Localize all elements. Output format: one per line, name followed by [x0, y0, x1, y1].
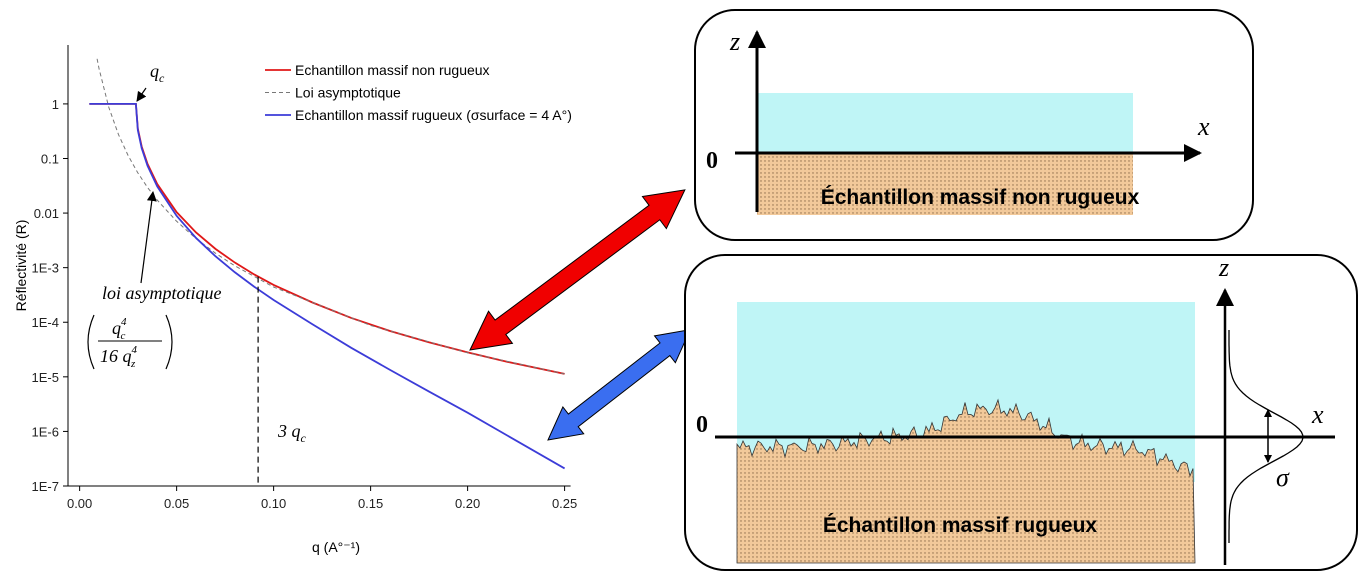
- z-label: z: [729, 27, 740, 56]
- sample-label: Échantillon massif non rugueux: [821, 186, 1140, 209]
- y-tick-label: 1E-7: [32, 479, 59, 494]
- x-label: x: [1197, 112, 1210, 141]
- chart: 1E-7 1E-6 1E-5 1E-4 1E-3 0.01 0.1 1 0.00 0.05 0.10…: [13, 45, 577, 555]
- legend-label: Echantillon massif non rugueux: [295, 62, 490, 78]
- y-tick-label: 1E-6: [32, 424, 59, 439]
- annotation-arrow: [140, 191, 157, 284]
- x-tick-label: 0.00: [67, 496, 92, 511]
- series-line: [89, 103, 566, 470]
- legend-label: Loi asymptotique: [295, 85, 401, 101]
- series-line: [96, 58, 565, 375]
- formula-numerator: q4 c: [112, 316, 127, 342]
- x-label: x: [1311, 400, 1324, 429]
- formula: q4 c 16 q4 z: [87, 314, 173, 370]
- origin-label: 0: [696, 412, 708, 438]
- sample-label: Échantillon massif rugueux: [823, 514, 1098, 537]
- qc-annotation: qc: [150, 61, 165, 85]
- y-tick-label: 1E-5: [32, 370, 59, 385]
- y-tick-label: 1: [52, 97, 59, 112]
- formula-denominator: 16 q4 z: [100, 344, 138, 370]
- y-tick-label: 1E-4: [32, 315, 59, 330]
- y-tick-label: 0.1: [41, 151, 59, 166]
- y-axis-label: Réflectivité (R): [13, 220, 29, 312]
- y-tick-label: 1E-3: [32, 261, 59, 276]
- legend-label: Echantillon massif rugueux (σsurface = 4…: [295, 107, 572, 123]
- x-tick-label: 0.20: [455, 496, 480, 511]
- annotation-arrow: [136, 87, 147, 102]
- rough-sample-diagram: z x 0 σ Échantillon massif rugueux: [684, 253, 1358, 571]
- y-tick-label: 0.01: [34, 206, 59, 221]
- z-label: z: [1218, 253, 1229, 282]
- sigma-label: σ: [1276, 463, 1290, 492]
- x-tick-label: 0.10: [261, 496, 286, 511]
- x-axis-label: q (A°⁻¹): [312, 539, 360, 555]
- asymptote-annotation: loi asymptotique: [102, 283, 222, 303]
- x-tick-label: 0.05: [164, 496, 189, 511]
- blue-double-arrow: [547, 329, 692, 441]
- red-double-arrow: [469, 189, 686, 351]
- x-tick-label: 0.25: [552, 496, 577, 511]
- x-tick-label: 0.15: [358, 496, 383, 511]
- smooth-sample-diagram: z x 0 Échantillon massif non rugueux: [694, 9, 1254, 241]
- origin-label: 0: [706, 148, 718, 174]
- 3qc-annotation: 3 qc: [277, 421, 307, 445]
